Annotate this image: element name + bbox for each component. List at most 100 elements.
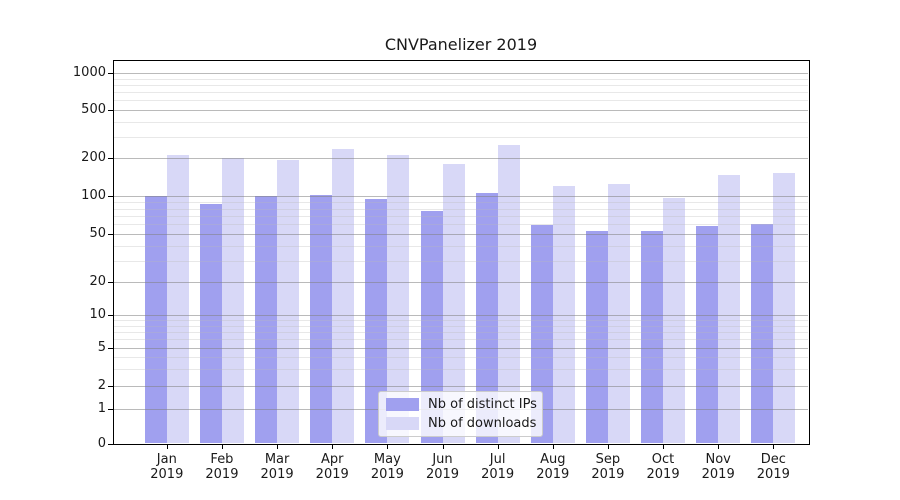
legend: Nb of distinct IPs Nb of downloads — [378, 391, 543, 437]
minor-gridline-800 — [114, 85, 808, 87]
y-tick-mark-10 — [108, 315, 113, 316]
bar-downloads-dec — [773, 172, 796, 444]
bar-distinct-ips-jan — [144, 196, 167, 444]
y-tick-label-200: 200 — [81, 150, 106, 166]
chart-title: CNVPanelizer 2019 — [384, 35, 538, 54]
y-tick-mark-500 — [108, 110, 113, 112]
major-gridline-5 — [114, 348, 808, 349]
x-tick-label-oct: Oct 2019 — [646, 451, 680, 482]
x-tick-label-jun: Jun 2019 — [425, 451, 460, 482]
bar-downloads-oct — [663, 197, 686, 444]
x-tick-label-mar: Mar 2019 — [260, 451, 294, 482]
minor-gridline-6 — [114, 339, 808, 341]
bar-downloads-feb — [221, 157, 244, 444]
minor-gridline-8 — [114, 325, 808, 327]
y-tick-mark-2 — [108, 386, 113, 387]
major-gridline-2 — [114, 386, 808, 387]
x-tick-mark-nov — [718, 444, 720, 449]
y-tick-mark-0 — [108, 443, 113, 445]
bar-distinct-ips-may — [365, 198, 388, 444]
y-tick-mark-200 — [108, 158, 113, 160]
bar-distinct-ips-jul — [475, 193, 498, 444]
y-tick-label-0: 0 — [97, 435, 106, 451]
minor-gridline-700 — [114, 92, 808, 94]
x-tick-label-jan: Jan 2019 — [150, 451, 184, 482]
x-tick-label-jul: Jul 2019 — [481, 451, 515, 482]
y-tick-label-50: 50 — [89, 226, 106, 242]
x-tick-mark-mar — [277, 444, 279, 449]
bar-downloads-apr — [332, 149, 355, 444]
x-tick-mark-aug — [552, 444, 554, 449]
minor-gridline-3 — [114, 369, 808, 371]
y-tick-mark-1000 — [108, 73, 113, 75]
x-tick-mark-apr — [332, 444, 334, 449]
bar-downloads-sep — [607, 183, 630, 444]
x-tick-mark-may — [387, 444, 389, 449]
x-tick-label-sep: Sep 2019 — [591, 451, 625, 482]
x-tick-label-apr: Apr 2019 — [315, 451, 349, 482]
y-tick-label-1: 1 — [97, 401, 106, 416]
x-tick-mark-oct — [663, 444, 665, 449]
minor-gridline-300 — [114, 137, 808, 138]
minor-gridline-9 — [114, 320, 808, 322]
minor-gridline-60 — [114, 224, 808, 226]
legend-swatch-distinct-ips — [386, 398, 419, 412]
bar-downloads-jul — [497, 144, 520, 444]
bar-downloads-aug — [552, 186, 575, 444]
major-gridline-50 — [114, 234, 808, 236]
bar-downloads-jun — [442, 164, 465, 444]
y-tick-mark-50 — [108, 234, 113, 236]
minor-gridline-80 — [114, 208, 808, 210]
bar-downloads-mar — [277, 159, 300, 444]
x-tick-mark-jun — [442, 444, 444, 449]
bar-distinct-ips-mar — [255, 196, 278, 444]
y-tick-label-2: 2 — [97, 378, 106, 393]
x-tick-label-nov: Nov 2019 — [701, 451, 735, 482]
y-tick-mark-100 — [108, 196, 113, 198]
x-tick-mark-sep — [607, 444, 609, 449]
y-tick-mark-1 — [108, 409, 113, 410]
major-gridline-200 — [114, 158, 808, 160]
bar-distinct-ips-aug — [530, 225, 553, 444]
bar-distinct-ips-oct — [641, 231, 664, 444]
minor-gridline-90 — [114, 202, 808, 204]
legend-swatch-downloads — [386, 416, 419, 430]
major-gridline-10 — [114, 315, 808, 316]
x-tick-label-aug: Aug 2019 — [536, 451, 570, 482]
minor-gridline-4 — [114, 357, 808, 359]
minor-gridline-400 — [114, 121, 808, 123]
y-tick-label-20: 20 — [89, 273, 106, 289]
x-tick-label-dec: Dec 2019 — [756, 451, 790, 482]
bar-distinct-ips-nov — [696, 226, 719, 444]
legend-row-downloads: Nb of downloads — [386, 416, 542, 431]
x-tick-mark-feb — [221, 444, 223, 449]
y-tick-mark-20 — [108, 281, 113, 283]
x-tick-mark-dec — [773, 444, 775, 449]
major-gridline-500 — [114, 110, 808, 112]
bar-distinct-ips-sep — [585, 231, 608, 444]
minor-gridline-30 — [114, 260, 808, 262]
major-gridline-1000 — [114, 73, 808, 75]
major-gridline-20 — [114, 281, 808, 283]
bar-distinct-ips-jun — [420, 211, 443, 444]
minor-gridline-40 — [114, 245, 808, 247]
minor-gridline-600 — [114, 100, 808, 102]
y-tick-label-500: 500 — [81, 102, 106, 118]
legend-label-distinct-ips: Nb of distinct IPs — [428, 397, 537, 413]
major-gridline-100 — [114, 196, 808, 198]
y-tick-label-5: 5 — [97, 340, 106, 355]
y-tick-label-1000: 1000 — [72, 65, 106, 81]
bar-distinct-ips-feb — [199, 203, 222, 444]
bar-distinct-ips-dec — [751, 224, 774, 444]
bar-downloads-nov — [718, 174, 741, 444]
legend-label-downloads: Nb of downloads — [428, 415, 537, 431]
y-tick-label-10: 10 — [89, 307, 106, 322]
minor-gridline-7 — [114, 331, 808, 333]
y-tick-mark-5 — [108, 348, 113, 349]
x-tick-label-feb: Feb 2019 — [205, 451, 239, 482]
x-tick-label-may: May 2019 — [370, 451, 404, 482]
x-tick-mark-jul — [497, 444, 499, 449]
legend-row-distinct-ips: Nb of distinct IPs — [386, 397, 542, 412]
bar-distinct-ips-apr — [310, 195, 333, 444]
